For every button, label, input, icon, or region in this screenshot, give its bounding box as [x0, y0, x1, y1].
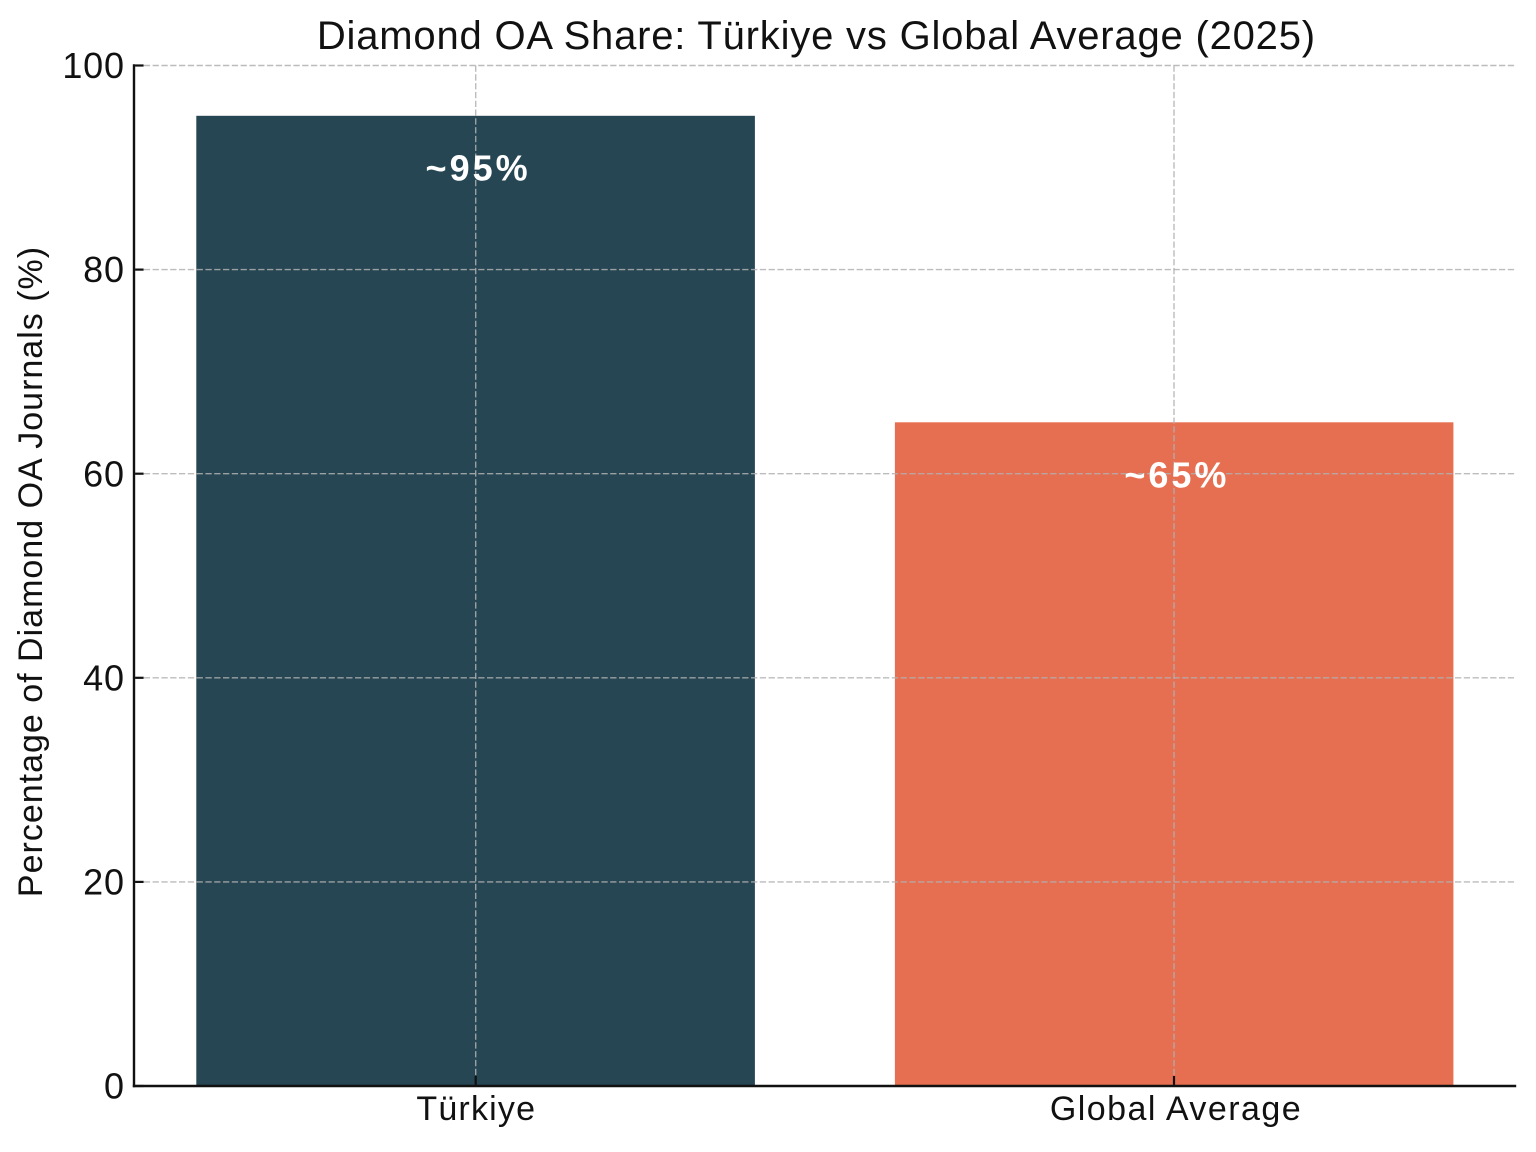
svg-text:60: 60	[83, 453, 125, 494]
svg-text:~95%: ~95%	[426, 148, 531, 189]
svg-text:~65%: ~65%	[1124, 455, 1229, 496]
svg-text:80: 80	[83, 249, 125, 290]
svg-text:Diamond OA Share: Türkiye vs G: Diamond OA Share: Türkiye vs Global Aver…	[317, 14, 1316, 58]
svg-text:20: 20	[83, 862, 125, 903]
svg-text:Percentage of Diamond OA Journ: Percentage of Diamond OA Journals (%)	[12, 246, 50, 897]
svg-text:Türkiye: Türkiye	[416, 1090, 536, 1128]
svg-text:0: 0	[104, 1066, 125, 1107]
svg-text:40: 40	[83, 657, 125, 698]
svg-text:Global Average: Global Average	[1050, 1090, 1302, 1128]
svg-text:100: 100	[62, 45, 124, 86]
